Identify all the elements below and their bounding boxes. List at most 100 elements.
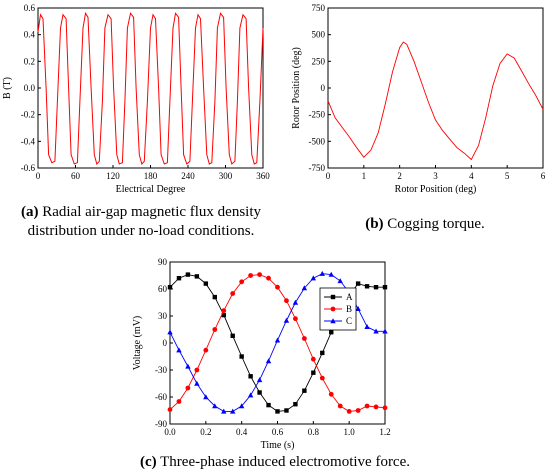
legend-marker-c <box>330 318 336 324</box>
caption-b-letter: (b) <box>365 216 384 232</box>
y-tick-label: 0 <box>321 83 326 93</box>
x-tick-label: 0.0 <box>164 427 176 437</box>
x-tick-label: 1 <box>362 171 367 181</box>
data-point-a <box>382 285 388 290</box>
caption-a-line2: distribution under no-load conditions. <box>27 223 255 239</box>
data-point-a <box>329 330 334 335</box>
data-point-b <box>382 405 388 411</box>
caption-a-line1: Radial air-gap magnetic flux density <box>42 204 262 220</box>
x-tick-label: 6 <box>541 171 546 181</box>
data-point-a <box>212 294 217 300</box>
data-point-a <box>284 408 289 413</box>
data-point-a <box>221 312 226 318</box>
data-point-b <box>221 308 227 313</box>
data-point-b <box>239 279 245 285</box>
y-tick-label: -60 <box>155 392 167 402</box>
y-tick-label: -0.4 <box>21 136 36 146</box>
data-point-a <box>364 284 370 289</box>
y-tick-label: 0.6 <box>24 3 36 13</box>
caption-c: (c) Three-phase induced electromotive fo… <box>100 453 450 472</box>
data-point-b <box>185 385 191 391</box>
x-tick-label: 1.0 <box>344 427 356 437</box>
y-tick-label: 750 <box>312 3 326 13</box>
y-tick-label: -0.6 <box>21 163 36 173</box>
data-point-b <box>355 408 361 413</box>
data-point-b <box>257 272 262 277</box>
legend-label-a: A <box>346 292 353 302</box>
y-tick-label: 500 <box>312 30 326 40</box>
data-point-a <box>302 388 307 393</box>
data-point-a <box>275 409 280 414</box>
caption-c-text: Three-phase induced electromotive force. <box>160 454 410 470</box>
flux-density-chart: 0 60 120 180 240 300 360 0.6 0.4 0.2 0.0 -0.2 -0.4 -0… <box>2 3 270 195</box>
data-point-c <box>301 285 308 291</box>
x-tick-label: 0.2 <box>200 427 211 437</box>
data-point-b <box>275 284 280 290</box>
data-point-b <box>194 367 200 373</box>
data-point-a <box>293 402 298 407</box>
data-point-c <box>337 278 343 284</box>
x-tick-label: 5 <box>505 171 510 181</box>
data-point-b <box>346 409 352 414</box>
data-point-b <box>167 407 173 412</box>
x-tick-label: 120 <box>106 171 120 181</box>
data-point-b <box>284 298 289 304</box>
y-tick-label: 250 <box>312 56 326 66</box>
data-point-a <box>203 281 209 286</box>
cogging-torque-chart: 0 1 2 3 4 5 6 750 500 250 0 -250 -500 -750 Rotor Posit… <box>291 3 546 195</box>
caption-a: (a) Radial air-gap magnetic flux density… <box>16 203 266 241</box>
data-point-c <box>203 394 209 400</box>
data-point-b <box>293 316 298 322</box>
caption-b-text: Cogging torque. <box>387 216 485 232</box>
x-axis-label: Time (s) <box>261 440 295 451</box>
data-point-b <box>364 403 370 409</box>
x-tick-label: 300 <box>219 171 233 181</box>
data-point-c <box>265 358 272 364</box>
data-point-c <box>319 270 325 276</box>
data-point-c <box>355 306 361 311</box>
data-point-c <box>194 380 200 386</box>
y-tick-label: 0.0 <box>24 83 36 93</box>
data-point-a <box>266 402 271 408</box>
plot-frame <box>327 7 544 169</box>
x-tick-label: 0 <box>326 171 331 181</box>
y-tick-label: -0.2 <box>21 110 35 120</box>
series-line <box>37 11 264 166</box>
y-tick-label: 60 <box>158 284 168 294</box>
x-tick-label: 360 <box>256 171 270 181</box>
data-point-b <box>176 399 182 404</box>
series-line <box>327 41 544 161</box>
x-tick-label: 0.8 <box>308 427 320 437</box>
y-tick-label: -30 <box>155 365 167 375</box>
data-point-a <box>311 370 316 375</box>
data-point-b <box>328 391 334 397</box>
y-tick-label: -750 <box>309 163 326 173</box>
y-tick-label: -500 <box>309 136 326 146</box>
data-point-a <box>355 281 361 286</box>
data-point-c <box>382 328 388 334</box>
legend-label-c: C <box>346 316 352 326</box>
data-point-c <box>212 403 218 409</box>
data-point-a <box>176 276 182 281</box>
data-point-b <box>301 336 307 341</box>
data-point-c <box>185 363 191 369</box>
x-tick-label: 0.4 <box>236 427 248 437</box>
y-tick-label: 0 <box>163 338 168 348</box>
caption-a-letter: (a) <box>20 204 39 220</box>
caption-b: (b) Cogging torque. <box>350 215 500 234</box>
data-point-c <box>238 403 245 409</box>
y-tick-label: 30 <box>158 311 168 321</box>
data-point-b <box>212 327 218 332</box>
y-tick-label: -90 <box>155 419 167 429</box>
y-tick-label: 90 <box>158 257 168 267</box>
data-point-c <box>364 324 370 329</box>
x-axis-label: Electrical Degree <box>116 184 186 195</box>
y-tick-label: -250 <box>309 110 326 120</box>
y-tick-label: 0.4 <box>24 30 36 40</box>
data-point-c <box>167 329 173 335</box>
data-point-b <box>373 404 379 410</box>
data-point-a <box>167 285 173 290</box>
caption-c-letter: (c) <box>139 454 157 470</box>
data-point-a <box>248 374 253 379</box>
data-point-b <box>230 291 236 296</box>
